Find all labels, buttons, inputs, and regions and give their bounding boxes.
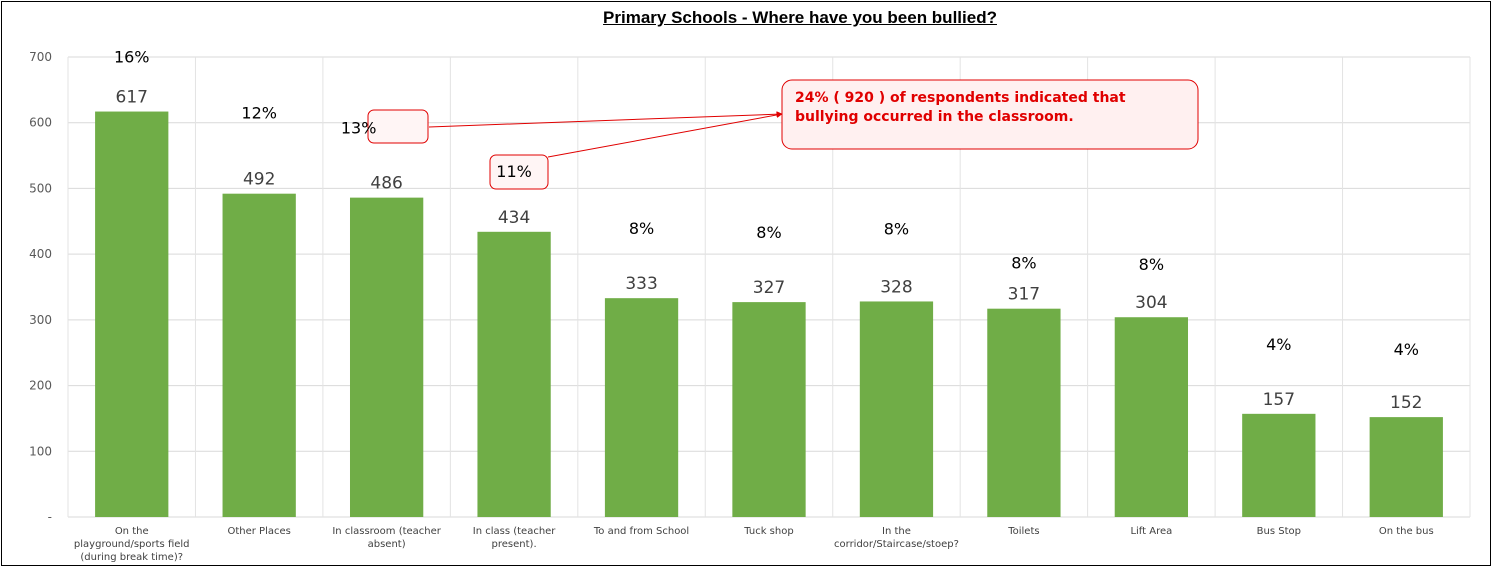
category-label: Toilets xyxy=(1007,526,1039,537)
chart-title: Primary Schools - Where have you been bu… xyxy=(603,8,997,27)
percent-label: 16% xyxy=(114,48,150,67)
category-label: In class (teacher xyxy=(473,526,557,537)
bar xyxy=(859,301,934,517)
value-label: 304 xyxy=(1135,293,1167,313)
bar xyxy=(1369,417,1443,517)
category-label: Tuck shop xyxy=(743,526,793,537)
value-label: 157 xyxy=(1263,390,1295,410)
category-label: (during break time)? xyxy=(80,552,183,563)
value-label: 434 xyxy=(498,208,530,228)
callout-box xyxy=(489,154,549,190)
percent-label: 4% xyxy=(1266,335,1291,354)
category-label: corridor/Staircase/stoep? xyxy=(834,539,959,550)
percent-label: 8% xyxy=(1011,254,1036,273)
percent-label: 11% xyxy=(496,162,532,181)
y-tick-label: 500 xyxy=(29,181,52,195)
bar xyxy=(604,298,679,517)
callout-arrow xyxy=(428,111,783,128)
value-label: 492 xyxy=(243,170,275,190)
percent-label: 13% xyxy=(341,119,377,138)
value-label: 617 xyxy=(116,88,148,108)
bar xyxy=(1114,317,1189,517)
category-label: playground/sports field xyxy=(74,539,190,550)
value-label: 152 xyxy=(1390,393,1422,413)
callout-box xyxy=(367,109,429,144)
category-label: Lift Area xyxy=(1130,526,1172,537)
value-label: 333 xyxy=(625,274,657,294)
category-label: On the bus xyxy=(1379,526,1434,537)
y-tick-label: - xyxy=(48,510,52,524)
bar xyxy=(222,193,296,517)
y-tick-label: 600 xyxy=(29,116,52,130)
category-label: In the xyxy=(882,526,911,537)
category-label: present). xyxy=(492,539,537,550)
category-label: To and from School xyxy=(593,526,689,537)
y-tick-label: 100 xyxy=(29,444,52,458)
percent-label: 8% xyxy=(884,219,909,238)
category-label: absent) xyxy=(368,539,406,550)
value-label: 328 xyxy=(880,277,912,297)
category-label: On the xyxy=(115,526,149,537)
bar xyxy=(477,231,551,518)
annotation-text: 24% ( 920 ) of respondents indicated tha… xyxy=(795,90,1126,125)
percent-label: 8% xyxy=(756,223,781,242)
bar xyxy=(987,308,1061,517)
percent-label: 4% xyxy=(1394,340,1419,359)
y-tick-label: 200 xyxy=(29,379,52,393)
bar xyxy=(95,111,169,518)
category-label: In classroom (teacher xyxy=(332,526,441,537)
value-label: 327 xyxy=(753,278,785,298)
y-tick-label: 700 xyxy=(29,50,52,64)
bar xyxy=(732,302,806,517)
category-label: Bus Stop xyxy=(1257,526,1301,537)
percent-label: 12% xyxy=(241,104,277,123)
percent-label: 8% xyxy=(629,219,654,238)
y-tick-label: 300 xyxy=(29,313,52,327)
category-label: Other Places xyxy=(227,526,290,537)
bar xyxy=(349,197,424,517)
y-tick-label: 400 xyxy=(29,247,52,261)
bar xyxy=(1242,413,1316,517)
value-label: 486 xyxy=(370,174,402,194)
value-label: 317 xyxy=(1008,285,1040,305)
percent-label: 8% xyxy=(1139,255,1164,274)
callout-arrow xyxy=(547,112,783,158)
